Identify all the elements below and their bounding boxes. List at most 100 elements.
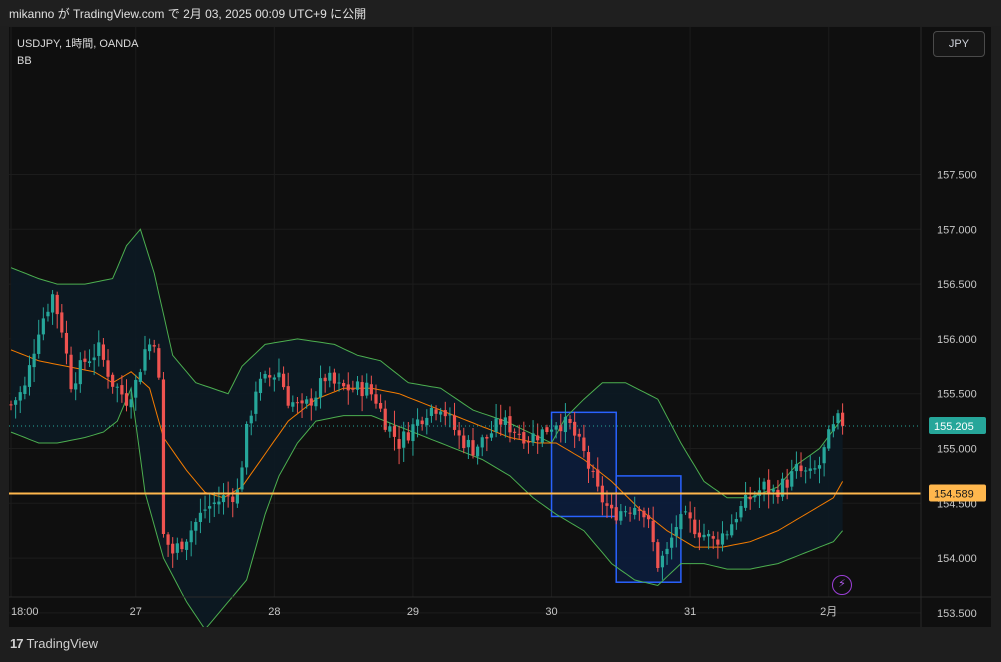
candle-body [637, 509, 641, 511]
candle-body [277, 372, 281, 378]
candle-body [725, 534, 729, 536]
candle-body [549, 429, 554, 432]
candle-body [37, 334, 41, 354]
bb-upper-line [10, 228, 843, 499]
candle-body [46, 311, 50, 317]
candle-body [841, 412, 845, 427]
candle-body [379, 402, 383, 409]
candle-body [23, 385, 27, 394]
candle-body [720, 533, 725, 545]
candle-body [369, 384, 373, 395]
candle-body [9, 404, 13, 406]
candle-body [221, 495, 226, 503]
last-price-badge-bg [929, 417, 986, 435]
candle-body [633, 507, 637, 515]
candles [9, 290, 845, 580]
lightning-icon[interactable]: ⚡ [832, 575, 852, 595]
price-lines [9, 425, 921, 495]
candle-body [314, 397, 318, 407]
candle-body [503, 417, 507, 425]
candle-body [476, 446, 480, 457]
candle-body [175, 543, 179, 553]
hline-price-badge: 154.589 [934, 489, 974, 501]
candle-body [41, 318, 45, 335]
candle-body [240, 467, 244, 490]
candle-body [411, 424, 415, 442]
candle-body [50, 294, 55, 313]
candle-body [69, 354, 73, 390]
price-chart[interactable]: 157.500 157.000 156.500 156.000 155.500 155.0… [9, 27, 991, 627]
candle-body [734, 519, 738, 523]
candle-body [249, 415, 253, 424]
candle-body [836, 413, 840, 424]
chart-frame[interactable]: 157.500 157.000 156.500 156.000 155.500 155.0… [9, 27, 991, 627]
candle-body [245, 424, 249, 468]
price-tick-label: 153.500 [937, 608, 977, 620]
candle-body [536, 435, 540, 441]
candle-body [683, 511, 688, 513]
time-tick-label: 27 [130, 606, 142, 618]
indicator-label[interactable]: BB [17, 55, 32, 67]
bb-basis-line [10, 349, 844, 548]
time-tick-label: 28 [268, 606, 280, 618]
candle-body [531, 433, 535, 443]
candle-body [610, 504, 614, 509]
candle-body [129, 399, 133, 408]
candle-body [351, 388, 355, 390]
candle-body [300, 400, 304, 404]
candle-body [337, 382, 341, 384]
candle-body [18, 392, 22, 401]
candle-body [355, 381, 360, 390]
candle-body [822, 447, 826, 464]
candle-body [452, 415, 457, 430]
candle-body [813, 468, 817, 470]
candle-body [674, 527, 678, 536]
axes: 157.500 157.000 156.500 156.000 155.500 155.0… [9, 27, 991, 627]
candle-body [134, 379, 138, 398]
price-tick-label: 155.000 [937, 444, 977, 456]
candle-body [799, 465, 803, 472]
candle-body [328, 372, 332, 381]
candle-body [143, 349, 147, 371]
candle-body [32, 353, 36, 368]
candle-body [743, 495, 748, 508]
candle-body [665, 548, 669, 555]
candle-body [522, 432, 526, 444]
candle-body [711, 536, 715, 539]
candle-body [115, 386, 119, 388]
price-tick-label: 154.000 [937, 553, 977, 565]
candle-body [305, 399, 309, 404]
footer: 17 TradingView [0, 630, 1001, 662]
publish-info: mikanno が TradingView.com で 2月 03, 2025 … [0, 0, 1001, 26]
candle-body [83, 358, 87, 362]
candle-body [697, 532, 701, 538]
candle-body [231, 496, 235, 503]
tradingview-logo[interactable]: 17 TradingView [10, 636, 98, 651]
candle-body [554, 425, 558, 430]
candle-body [55, 294, 59, 315]
candle-body [573, 421, 577, 436]
price-tick-label: 157.000 [937, 224, 977, 236]
candle-body [157, 348, 161, 378]
candle-body [739, 506, 743, 518]
candle-body [499, 418, 503, 425]
candle-body [198, 512, 203, 522]
symbol-info: USDJPY, 1時間, OANDA [17, 38, 139, 50]
candle-body [619, 511, 623, 521]
candle-body [309, 398, 313, 406]
candle-body [767, 479, 771, 494]
candle-body [702, 534, 706, 538]
candle-body [642, 510, 646, 518]
price-tick-label: 155.500 [937, 389, 977, 401]
price-tick-label: 156.000 [937, 334, 977, 346]
candle-body [443, 410, 447, 417]
time-tick-label: 2月 [820, 606, 837, 618]
candle-body [281, 373, 286, 388]
currency-button[interactable]: JPY [933, 31, 985, 57]
candle-body [753, 495, 757, 498]
candle-body [226, 495, 230, 497]
candle-body [748, 496, 752, 500]
candle-body [679, 514, 683, 530]
bollinger-bands [10, 228, 844, 627]
last-price-badge: 155.205 [934, 421, 974, 433]
